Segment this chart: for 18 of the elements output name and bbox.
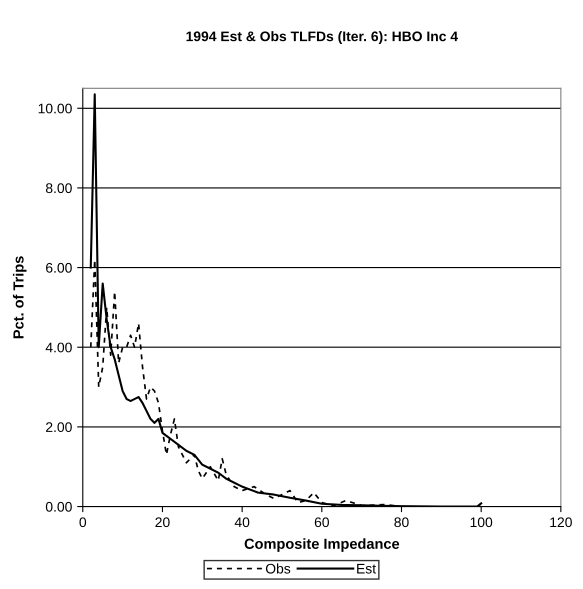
y-tick-label: 10.00 bbox=[38, 104, 72, 114]
y-tick-label: 2.00 bbox=[46, 422, 72, 432]
legend-label: Obs bbox=[266, 563, 290, 574]
x-tick-label: 120 bbox=[550, 517, 572, 528]
y-axis-title: Pct. of Trips bbox=[12, 256, 27, 338]
y-tick-label: 0.00 bbox=[46, 502, 72, 512]
y-tick-label: 4.00 bbox=[46, 342, 72, 352]
legend-label: Est bbox=[357, 564, 376, 574]
x-tick-label: 60 bbox=[314, 517, 329, 528]
x-tick-label: 40 bbox=[234, 517, 250, 528]
x-tick-label: 0 bbox=[79, 517, 86, 528]
x-tick-label: 80 bbox=[394, 517, 409, 528]
y-tick-label: 6.00 bbox=[46, 262, 72, 273]
chart-title: 1994 Est & Obs TLFDs (Iter. 6): HBO Inc 4 bbox=[186, 31, 458, 44]
y-tick-label: 8.00 bbox=[46, 183, 72, 194]
x-tick-label: 100 bbox=[470, 517, 492, 528]
x-axis-title: Composite Impedance bbox=[244, 538, 400, 552]
x-tick-label: 20 bbox=[155, 517, 170, 528]
